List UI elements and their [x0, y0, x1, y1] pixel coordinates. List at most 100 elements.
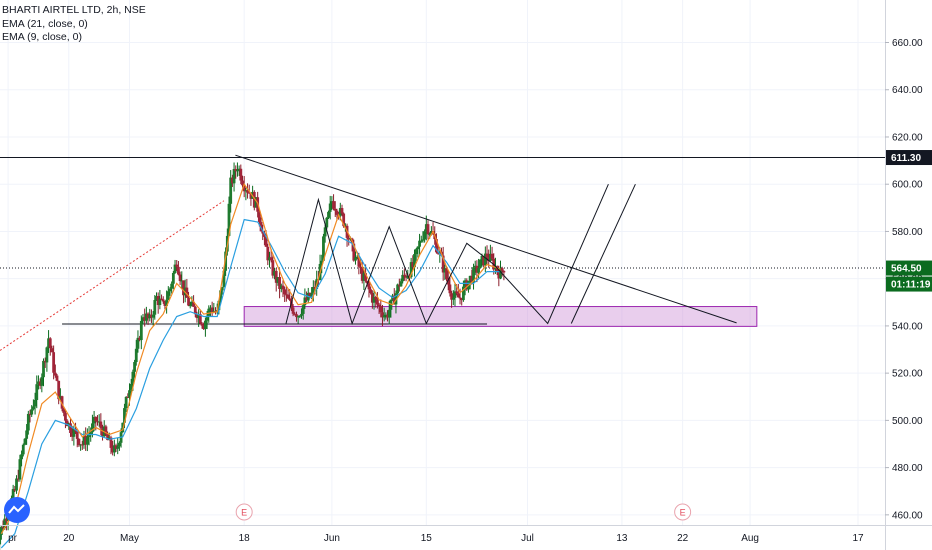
candle-body — [198, 314, 202, 324]
candle-body — [443, 268, 447, 273]
candle-body — [193, 306, 197, 315]
candle-body — [123, 408, 126, 423]
tradingview-logo[interactable] — [4, 497, 30, 523]
candle-body — [166, 291, 170, 300]
candle-body — [195, 314, 199, 319]
candle-body — [349, 238, 352, 240]
candle-body — [313, 286, 317, 290]
candle-body — [340, 208, 344, 214]
ema21-legend[interactable]: EMA (21, close, 0) — [2, 17, 88, 30]
candle-body — [409, 262, 413, 278]
y-tick-label: 640.00 — [892, 85, 923, 96]
candle-body — [155, 296, 158, 301]
candle-body — [453, 291, 457, 298]
candle-body — [72, 428, 76, 437]
candle-body — [89, 432, 93, 436]
candle-body — [183, 287, 187, 296]
candle-body — [392, 295, 396, 305]
x-tick-label: 15 — [421, 533, 433, 544]
candle-body — [310, 293, 314, 298]
candle-body — [399, 281, 403, 287]
candle-body — [168, 288, 172, 292]
candle-body — [144, 313, 148, 321]
candle-body — [227, 203, 231, 236]
candle-body — [360, 267, 364, 281]
candle-body — [210, 307, 214, 313]
candle-body — [295, 314, 298, 318]
candle-body — [485, 253, 489, 258]
symbol-title[interactable]: BHARTI AIRTEL LTD, 2h, NSE — [2, 4, 146, 16]
support-zone-rect — [243, 306, 758, 327]
projection-path — [570, 183, 636, 324]
candle-body — [389, 299, 393, 310]
candle-body — [207, 308, 211, 316]
candle-body — [77, 438, 81, 446]
current-price-tag: 564.50 — [891, 264, 922, 275]
candle-body — [311, 286, 315, 294]
candle-body — [414, 249, 418, 255]
candle-body — [126, 396, 130, 398]
candle-body — [236, 169, 239, 172]
candle-body — [355, 256, 359, 258]
candle-body — [96, 421, 99, 423]
candle-body — [28, 413, 32, 415]
candle-body — [266, 246, 270, 261]
candle-body — [338, 208, 342, 216]
candle-body — [276, 277, 280, 283]
dotted-trendline — [0, 200, 225, 351]
candle-body — [473, 265, 477, 268]
candle-body — [343, 225, 347, 227]
ema-lines — [0, 182, 501, 549]
x-tick-label: 18 — [239, 533, 251, 544]
candle-body — [192, 301, 195, 307]
candle-body — [396, 284, 400, 294]
candle-body — [91, 423, 94, 433]
candle-body — [202, 325, 206, 330]
candle-body — [185, 287, 189, 298]
candle-body — [242, 185, 246, 192]
candle-body — [244, 190, 248, 192]
candle-body — [446, 279, 450, 285]
candle-body — [483, 253, 487, 266]
candle-body — [217, 300, 221, 311]
candle-body — [177, 266, 180, 275]
candle-body — [35, 384, 39, 401]
candle-body — [232, 169, 236, 184]
candle-body — [0, 535, 2, 545]
candle-body — [33, 400, 37, 407]
candle-body — [281, 285, 285, 290]
candle-body — [342, 213, 346, 227]
y-tick-label: 460.00 — [892, 510, 923, 521]
candle-body — [269, 257, 273, 261]
candle-body — [286, 294, 290, 299]
candle-body — [448, 284, 452, 294]
candle-body — [109, 437, 113, 448]
y-tick-label: 580.00 — [892, 227, 923, 238]
candle-body — [376, 299, 379, 305]
candle-body — [26, 413, 30, 431]
candle-body — [70, 433, 74, 437]
candle-body — [247, 192, 251, 194]
candle-body — [75, 431, 79, 439]
candle-body — [451, 297, 455, 300]
candle-body — [472, 267, 475, 283]
candle-body — [381, 312, 384, 318]
candle-body — [382, 315, 386, 318]
candle-body — [165, 299, 169, 306]
candle-body — [419, 240, 423, 242]
candle-body — [57, 380, 61, 400]
candle-body — [134, 348, 138, 363]
candle-body — [456, 293, 460, 298]
candle-body — [458, 297, 462, 299]
ema9-legend[interactable]: EMA (9, close, 0) — [2, 31, 82, 43]
candle-body — [50, 348, 54, 353]
candle-body — [488, 253, 492, 261]
zigzag-path — [285, 184, 609, 326]
candle-body — [327, 211, 330, 218]
resistance-price-tag-bg — [886, 150, 932, 166]
candle-body — [300, 313, 303, 316]
candle-body — [143, 317, 147, 321]
candle-body — [97, 421, 101, 423]
candle-body — [116, 446, 120, 449]
